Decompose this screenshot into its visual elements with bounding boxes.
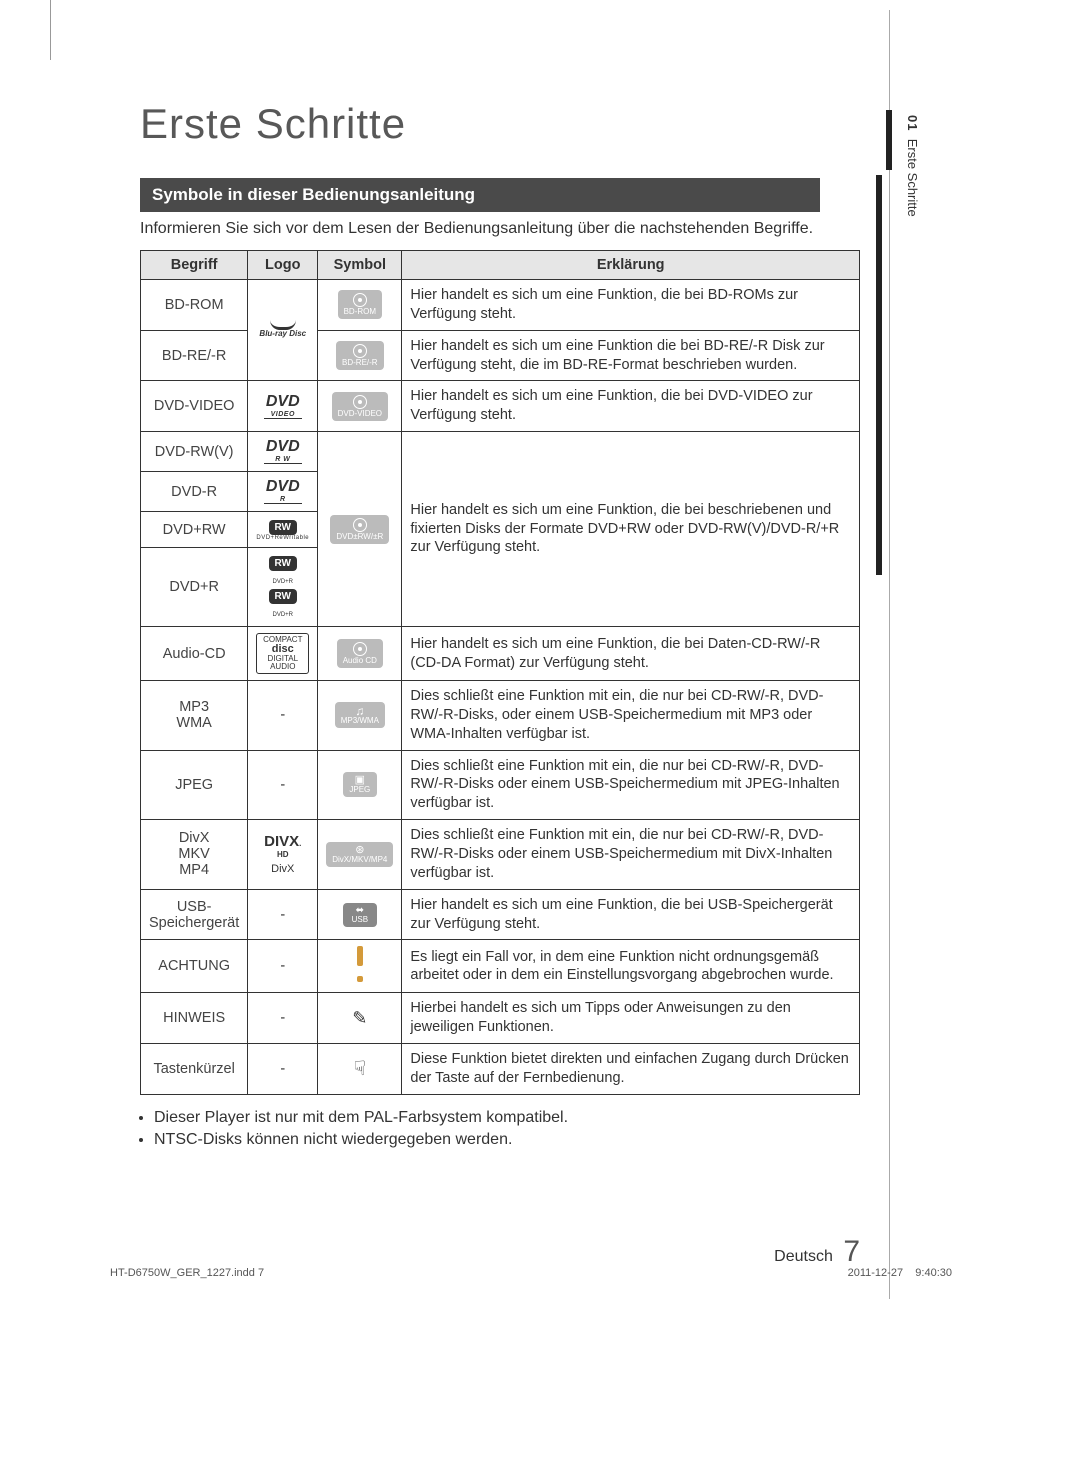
begriff-cell: Tastenkürzel [141, 1044, 248, 1095]
erkl-cell: Hier handelt es sich um eine Funktion, d… [402, 432, 860, 627]
note-item: Dieser Player ist nur mit dem PAL-Farbsy… [154, 1109, 990, 1127]
logo-cell: COMPACTdiscDIGITAL AUDIO [248, 627, 318, 681]
begriff-cell: HINWEIS [141, 993, 248, 1044]
symbol-cell: ♫MP3/WMA [318, 681, 402, 751]
logo-cell: DIVX.HDDivX [248, 820, 318, 890]
symbol-cell: ☟ [318, 1044, 402, 1095]
symbol-cell [318, 940, 402, 993]
logo-cell: Blu-ray Disc [248, 280, 318, 381]
symbol-cell: DVD-VIDEO [318, 381, 402, 432]
symbol-cell: BD-RE/-R [318, 330, 402, 381]
col-erkl: Erklärung [402, 251, 860, 280]
symbol-cell: BD-ROM [318, 280, 402, 331]
footer-file: HT-D6750W_GER_1227.indd 7 [110, 1267, 264, 1279]
logo-cell: DVDR W [248, 432, 318, 472]
symbol-cell: ✎ [318, 993, 402, 1044]
notes-list: Dieser Player ist nur mit dem PAL-Farbsy… [140, 1109, 990, 1149]
col-symbol: Symbol [318, 251, 402, 280]
footer-timestamp: 2011-12-27 9:40:30 [848, 1267, 952, 1279]
thumb-index-bar [886, 110, 892, 170]
logo-cell: - [248, 750, 318, 820]
begriff-cell: DVD-VIDEO [141, 381, 248, 432]
lang-label: Deutsch [774, 1248, 833, 1265]
intro-text: Informieren Sie sich vor dem Lesen der B… [140, 220, 990, 238]
logo-cell: RWDVD+RRWDVD+R [248, 548, 318, 627]
erkl-cell: Hierbei handelt es sich um Tipps oder An… [402, 993, 860, 1044]
side-tab-label: Erste Schritte [905, 139, 920, 217]
symbol-cell: Audio CD [318, 627, 402, 681]
begriff-cell: MP3WMA [141, 681, 248, 751]
side-tab-num: 01 [905, 115, 920, 131]
begriff-cell: JPEG [141, 750, 248, 820]
col-logo: Logo [248, 251, 318, 280]
erkl-cell: Hier handelt es sich um eine Funktion, d… [402, 627, 860, 681]
logo-cell: RWDVD+ReWritable [248, 512, 318, 548]
footer-lang: Deutsch 7 [774, 1235, 860, 1269]
begriff-cell: DVD-RW(V) [141, 432, 248, 472]
begriff-cell: BD-RE/-R [141, 330, 248, 381]
begriff-cell: DVD-R [141, 472, 248, 512]
erkl-cell: Hier handelt es sich um eine Funktion di… [402, 330, 860, 381]
erkl-cell: Dies schließt eine Funktion mit ein, die… [402, 750, 860, 820]
logo-cell: DVDR [248, 472, 318, 512]
symbol-cell: ⊛DivX/MKV/MP4 [318, 820, 402, 890]
begriff-cell: BD-ROM [141, 280, 248, 331]
begriff-cell: Audio-CD [141, 627, 248, 681]
erkl-cell: Hier handelt es sich um eine Funktion, d… [402, 280, 860, 331]
erkl-cell: Diese Funktion bietet direkten und einfa… [402, 1044, 860, 1095]
logo-cell: DVDVIDEO [248, 381, 318, 432]
begriff-cell: DivXMKVMP4 [141, 820, 248, 890]
page-number: 7 [843, 1235, 860, 1268]
symbol-cell: ⬌USB [318, 889, 402, 940]
symbol-table: Begriff Logo Symbol Erklärung BD-ROMBlu-… [140, 250, 860, 1095]
symbol-cell: ▣JPEG [318, 750, 402, 820]
side-tab: 01 Erste Schritte [905, 115, 920, 217]
section-header: Symbole in dieser Bedienungsanleitung [140, 178, 820, 212]
logo-cell: - [248, 993, 318, 1044]
symbol-cell: DVD±RW/±R [318, 432, 402, 627]
erkl-cell: Dies schließt eine Funktion mit ein, die… [402, 681, 860, 751]
note-item: NTSC-Disks können nicht wiedergegeben we… [154, 1131, 990, 1149]
erkl-cell: Dies schließt eine Funktion mit ein, die… [402, 820, 860, 890]
erkl-cell: Hier handelt es sich um eine Funktion, d… [402, 889, 860, 940]
logo-cell: - [248, 940, 318, 993]
begriff-cell: USB-Speichergerät [141, 889, 248, 940]
col-begriff: Begriff [141, 251, 248, 280]
begriff-cell: DVD+RW [141, 512, 248, 548]
erkl-cell: Hier handelt es sich um eine Funktion, d… [402, 381, 860, 432]
erkl-cell: Es liegt ein Fall vor, in dem eine Funkt… [402, 940, 860, 993]
begriff-cell: DVD+R [141, 548, 248, 627]
logo-cell: - [248, 1044, 318, 1095]
begriff-cell: ACHTUNG [141, 940, 248, 993]
logo-cell: - [248, 889, 318, 940]
page-title: Erste Schritte [140, 100, 990, 148]
thumb-index-bar [876, 175, 882, 575]
logo-cell: - [248, 681, 318, 751]
